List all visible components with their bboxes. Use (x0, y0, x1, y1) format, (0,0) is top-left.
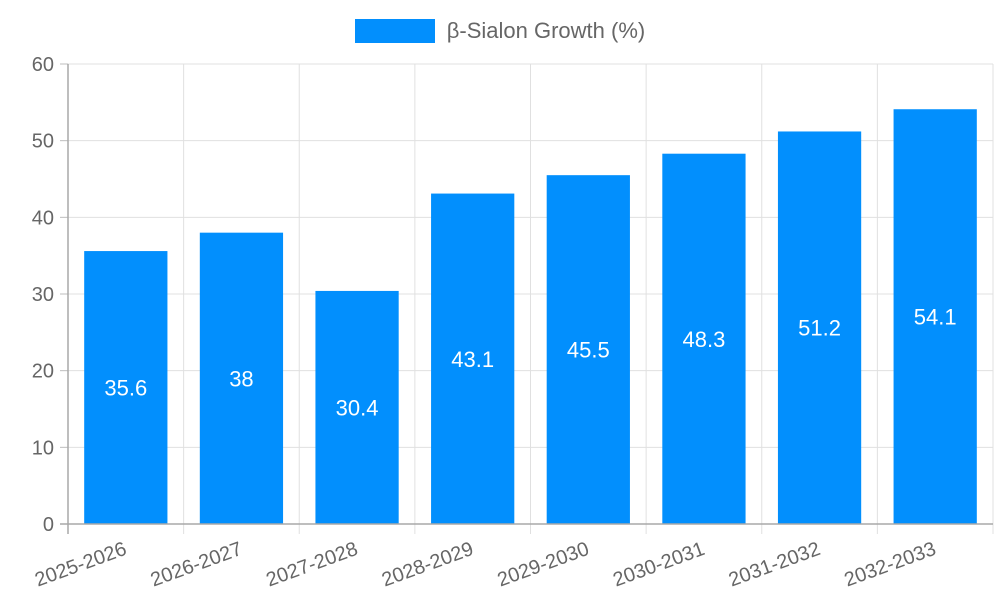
bar[interactable] (84, 251, 168, 525)
x-tick-label: 2025-2026 (32, 538, 129, 591)
y-tick-label: 50 (32, 131, 54, 153)
x-tick-label: 2027-2028 (263, 538, 360, 591)
bar[interactable] (546, 175, 630, 524)
legend-label: β-Sialon Growth (%) (446, 18, 646, 43)
y-tick-label: 10 (32, 437, 54, 459)
y-tick-label: 40 (32, 207, 54, 229)
legend-swatch[interactable] (354, 19, 435, 43)
x-tick-label: 2031-2032 (726, 538, 823, 591)
bar[interactable] (431, 193, 515, 525)
x-tick-label: 2028-2029 (379, 538, 476, 591)
bar-value-label: 48.3 (683, 327, 726, 352)
bar-value-label: 30.4 (336, 395, 379, 420)
x-tick-label: 2029-2030 (495, 538, 592, 591)
x-tick-label: 2032-2033 (841, 538, 938, 591)
bar[interactable] (662, 153, 746, 524)
bar-value-label: 54.1 (914, 305, 957, 330)
x-tick-label: 2026-2027 (148, 538, 245, 591)
bar-value-label: 45.5 (567, 338, 610, 363)
y-tick-label: 0 (43, 514, 54, 536)
y-tick-label: 60 (32, 54, 54, 76)
y-tick-label: 20 (32, 361, 54, 383)
bar-value-label: 35.6 (104, 376, 147, 401)
x-tick-label: 2030-2031 (610, 538, 707, 591)
y-tick-label: 30 (32, 284, 54, 306)
chart-legend: β-Sialon Growth (%) (0, 18, 1000, 44)
bar-value-label: 43.1 (451, 347, 494, 372)
bar[interactable] (315, 290, 399, 524)
bar-value-label: 38 (229, 366, 253, 391)
bar[interactable] (199, 232, 284, 524)
bar[interactable] (777, 131, 862, 524)
bar-value-label: 51.2 (798, 316, 841, 341)
bar[interactable] (893, 109, 977, 524)
